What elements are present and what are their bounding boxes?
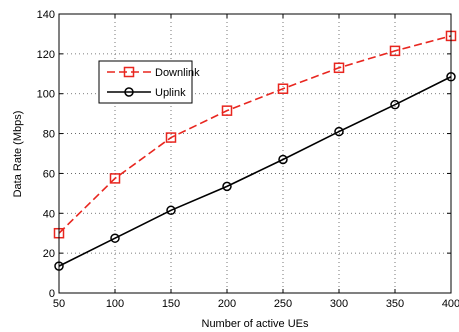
y-tick-label: 40 [43,208,55,220]
y-tick-label: 20 [43,248,55,260]
y-tick-label: 0 [49,288,55,300]
y-tick-label: 80 [43,129,55,141]
series-line-uplink [58,76,452,267]
data-point-uplink [334,126,344,137]
tick-marks [58,13,452,294]
series-downlink [53,30,457,239]
x-tick-label: 50 [53,298,65,310]
data-point-downlink [389,45,401,57]
data-point-downlink [221,105,233,116]
y-axis-label: Data Rate (Mbps) [12,111,24,198]
data-point-downlink [165,132,177,143]
x-tick-label: 350 [386,298,404,310]
x-tick-label: 250 [274,298,292,310]
series-layer [53,30,457,271]
data-point-uplink [222,181,232,192]
y-tick-label: 120 [37,49,55,61]
plot-frame [58,13,452,294]
y-tick-label: 140 [37,9,55,21]
x-tick-label: 150 [162,298,180,310]
data-point-uplink [166,205,176,216]
x-tick-labels: 50 100 150 200 250 300 350 400 [53,298,459,310]
legend-swatches [107,66,151,97]
y-tick-label: 60 [43,168,55,180]
data-point-downlink [333,62,345,74]
data-point-uplink [278,154,288,165]
data-point-downlink [109,173,121,184]
legend-label-uplink: Uplink [155,87,186,99]
legend-box [98,60,193,104]
x-tick-label: 200 [218,298,236,310]
x-tick-label: 300 [330,298,348,310]
x-tick-label: 100 [106,298,124,310]
series-line-downlink [58,35,452,234]
y-tick-labels: 0 20 40 60 80 100 120 140 [37,9,55,300]
x-tick-label: 400 [442,298,459,310]
data-point-uplink [390,99,400,110]
legend-label-downlink: Downlink [155,67,200,79]
y-tick-label: 100 [37,89,55,101]
legend-marker-uplink [124,87,134,97]
data-point-downlink [277,83,289,94]
legend-marker-downlink [123,66,135,78]
data-point-uplink [110,233,120,243]
x-axis-label: Number of active UEs [202,318,309,330]
legend: Downlink Uplink [98,60,200,104]
